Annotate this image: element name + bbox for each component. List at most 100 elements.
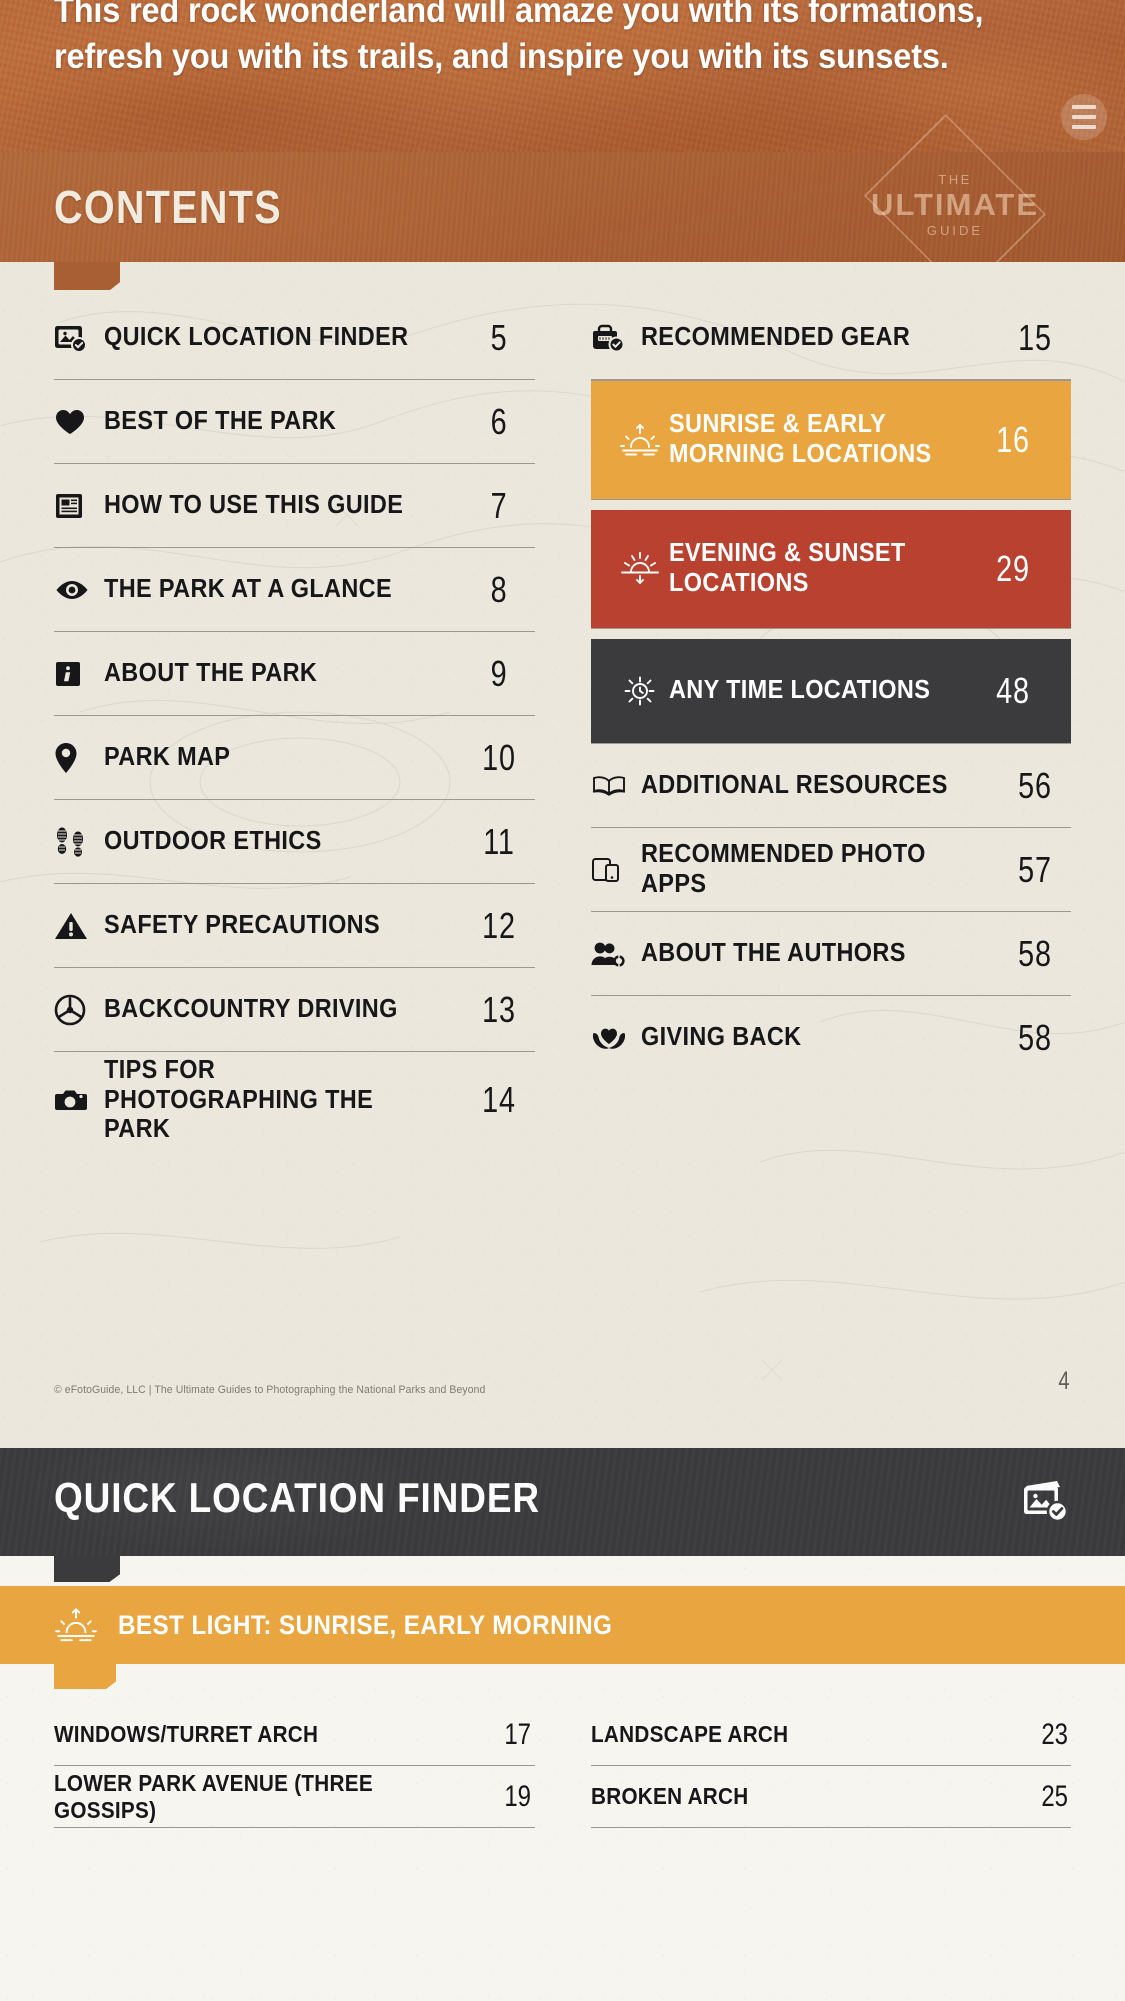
toc-item-label: BEST OF THE PARK	[104, 406, 337, 435]
section-title: QUICK LOCATION FINDER	[54, 1474, 540, 1521]
best-light-banner: BEST LIGHT: SUNRISE, EARLY MORNING	[0, 1586, 1125, 1689]
best-light-notch	[54, 1664, 116, 1689]
bootprints-icon	[54, 825, 104, 859]
sunrise-icon	[619, 423, 669, 457]
quick-location-finder-grid: WINDOWS/TURRET ARCH 17 LOWER PARK AVENUE…	[0, 1704, 1125, 1828]
location-name: BROKEN ARCH	[590, 1783, 748, 1809]
toc-item-page: 15	[1018, 316, 1052, 358]
location-name: LOWER PARK AVENUE (THREE GOSSIPS)	[54, 1769, 373, 1823]
qlf-list-item[interactable]: LANDSCAPE ARCH 23	[590, 1704, 1071, 1766]
giving-hands-icon	[591, 1024, 641, 1052]
toc-item-about-the-authors[interactable]: ABOUT THE AUTHORS 58	[590, 912, 1071, 996]
toc-item-page: 58	[1018, 932, 1052, 974]
divider	[590, 499, 1071, 500]
toc-item-label: RECOMMENDED GEAR	[640, 322, 910, 351]
toc-item-tips-for-photographing-the-park[interactable]: TIPS FOR PHOTOGRAPHING THE PARK 14	[54, 1052, 535, 1149]
toc-item-page: 12	[481, 904, 516, 946]
best-light-value: SUNRISE, EARLY MORNING	[278, 1609, 613, 1640]
page-title: CONTENTS	[54, 181, 282, 233]
best-light-label: BEST LIGHT: SUNRISE, EARLY MORNING	[118, 1610, 612, 1641]
page-number: 4	[1058, 1367, 1070, 1395]
toc-item-recommended-photo-apps[interactable]: RECOMMENDED PHOTO APPS 57	[590, 828, 1071, 912]
qlf-right-column: LANDSCAPE ARCH 23 BROKEN ARCH 25	[590, 1704, 1071, 1828]
toc-item-any-time-locations[interactable]: ANY TIME LOCATIONS 48	[590, 639, 1071, 743]
divider	[590, 380, 1071, 381]
toc-right-column: RECOMMENDED GEAR 15 SUNRISE	[590, 296, 1072, 1448]
hamburger-menu-icon[interactable]	[1061, 94, 1107, 140]
toc-item-giving-back[interactable]: GIVING BACK 58	[591, 996, 1072, 1080]
location-name: LANDSCAPE ARCH	[590, 1721, 788, 1747]
article-icon	[54, 491, 104, 521]
hero-quote: This red rock wonderland will amaze you …	[54, 0, 984, 77]
toc-item-safety-precautions[interactable]: SAFETY PRECAUTIONS 12	[54, 884, 535, 968]
copyright-credit: © eFotoGuide, LLC | The Ultimate Guides …	[54, 1384, 486, 1396]
sun-clock-icon	[619, 674, 669, 708]
toc-item-label: GIVING BACK	[640, 1023, 801, 1052]
badge-main-text: ULTIMATE	[870, 187, 1040, 222]
section-tab-notch	[54, 1556, 120, 1582]
toc-item-label: TIPS FOR PHOTOGRAPHING THE PARK	[104, 1056, 374, 1144]
qlf-list-item[interactable]: BROKEN ARCH 25	[590, 1766, 1071, 1828]
toc-item-page: 16	[996, 419, 1030, 460]
location-page: 17	[504, 1717, 532, 1751]
toc-item-label: ABOUT THE AUTHORS	[640, 938, 906, 967]
toc-item-how-to-use-this-guide[interactable]: HOW TO USE THIS GUIDE 7	[54, 464, 535, 548]
toc-item-quick-location-finder[interactable]: QUICK LOCATION FINDER 5	[54, 296, 535, 380]
toc-item-page: 13	[481, 988, 516, 1030]
hero-banner: This red rock wonderland will amaze you …	[0, 0, 1125, 152]
toc-item-label: OUTDOOR ETHICS	[104, 826, 322, 855]
toc-item-best-of-the-park[interactable]: BEST OF THE PARK 6	[54, 380, 535, 464]
badge-bottom-text: GUIDE	[926, 223, 984, 238]
toc-item-page: 6	[490, 400, 507, 442]
photo-check-icon	[1021, 1478, 1073, 1529]
toc-item-label: THE PARK AT A GLANCE	[104, 574, 393, 603]
devices-icon	[591, 855, 641, 885]
toc-item-label: QUICK LOCATION FINDER	[104, 322, 409, 351]
contents-tab-notch	[54, 262, 120, 290]
toc-item-evening-sunset-locations[interactable]: EVENING & SUNSET LOCATIONS 29	[590, 510, 1071, 628]
warning-icon	[54, 911, 104, 941]
badge-top-text: THE	[938, 172, 972, 187]
toc-item-label: RECOMMENDED PHOTO APPS	[640, 839, 926, 898]
toc-item-label: EVENING & SUNSET LOCATIONS	[668, 539, 906, 597]
toc-item-label: BACKCOUNTRY DRIVING	[104, 994, 398, 1023]
quick-location-finder-header: QUICK LOCATION FINDER	[0, 1448, 1125, 1582]
toc-left-column: QUICK LOCATION FINDER 5 BEST OF THE PARK…	[54, 296, 535, 1448]
toc-item-label: SUNRISE & EARLY MORNING LOCATIONS	[668, 410, 932, 468]
qlf-list-item[interactable]: WINDOWS/TURRET ARCH 17	[54, 1704, 535, 1766]
ultimate-guide-badge: THE ULTIMATE GUIDE	[855, 113, 1055, 297]
qlf-left-column: WINDOWS/TURRET ARCH 17 LOWER PARK AVENUE…	[54, 1704, 535, 1828]
toc-item-page: 29	[996, 548, 1030, 589]
divider	[590, 743, 1071, 744]
toc-item-the-park-at-a-glance[interactable]: THE PARK AT A GLANCE 8	[54, 548, 535, 632]
toc-item-page: 56	[1018, 764, 1052, 806]
qlf-list-item[interactable]: LOWER PARK AVENUE (THREE GOSSIPS) 19	[54, 1766, 535, 1828]
toc-item-page: 10	[481, 736, 516, 778]
toc-item-label: ABOUT THE PARK	[104, 658, 318, 687]
location-name: WINDOWS/TURRET ARCH	[54, 1721, 319, 1747]
sunset-icon	[619, 552, 669, 586]
toc-item-park-map[interactable]: PARK MAP 10	[54, 716, 535, 800]
location-page: 23	[1040, 1717, 1068, 1751]
toc-item-label: HOW TO USE THIS GUIDE	[104, 490, 404, 519]
toc-item-label: ADDITIONAL RESOURCES	[640, 770, 948, 799]
quick-location-finder-body: BEST LIGHT: SUNRISE, EARLY MORNING WINDO…	[0, 1556, 1125, 2001]
toc-item-additional-resources[interactable]: ADDITIONAL RESOURCES 56	[590, 744, 1071, 828]
contents-header: CONTENTS THE ULTIMATE GUIDE	[0, 113, 1125, 297]
toc-item-page: 8	[490, 568, 507, 610]
photo-check-icon	[54, 323, 104, 353]
toc-item-backcountry-driving[interactable]: BACKCOUNTRY DRIVING 13	[54, 968, 535, 1052]
toc-item-recommended-gear[interactable]: RECOMMENDED GEAR 15	[590, 296, 1071, 380]
eye-icon	[54, 578, 104, 602]
toc-item-page: 48	[996, 670, 1030, 711]
toc-footer: © eFotoGuide, LLC | The Ultimate Guides …	[54, 1367, 1071, 1396]
toc-item-page: 57	[1018, 848, 1052, 890]
toc-item-page: 9	[490, 652, 507, 694]
map-pin-icon	[54, 742, 104, 774]
camera-icon	[54, 1087, 104, 1113]
toc-item-page: 14	[481, 1079, 516, 1121]
toc-item-outdoor-ethics[interactable]: OUTDOOR ETHICS 11	[54, 800, 535, 884]
authors-icon	[591, 940, 641, 968]
toc-item-about-the-park[interactable]: ABOUT THE PARK 9	[54, 632, 535, 716]
toc-item-sunrise-early-morning-locations[interactable]: SUNRISE & EARLY MORNING LOCATIONS 16	[590, 381, 1071, 499]
